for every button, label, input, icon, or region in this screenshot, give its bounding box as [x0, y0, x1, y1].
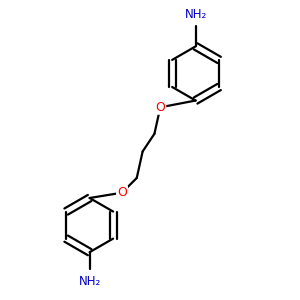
Text: NH₂: NH₂ — [79, 274, 101, 287]
Text: O: O — [155, 101, 165, 114]
Text: NH₂: NH₂ — [184, 8, 207, 21]
Text: O: O — [117, 186, 127, 199]
